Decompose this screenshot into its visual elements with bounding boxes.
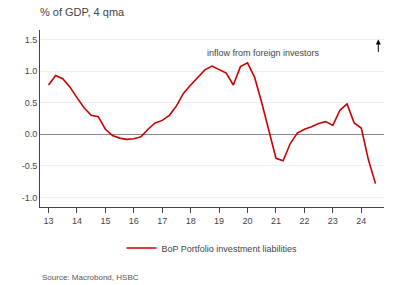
svg-text:15: 15 bbox=[100, 216, 110, 226]
svg-text:13: 13 bbox=[44, 216, 54, 226]
svg-text:16: 16 bbox=[129, 216, 139, 226]
svg-text:BoP Portfolio investment liabi: BoP Portfolio investment liabilities bbox=[162, 244, 297, 254]
svg-text:0.5: 0.5 bbox=[25, 98, 38, 108]
svg-text:Source: Macrobond, HSBC: Source: Macrobond, HSBC bbox=[42, 273, 139, 282]
svg-text:-1.0: -1.0 bbox=[22, 193, 38, 203]
svg-text:inflow from foreign investors: inflow from foreign investors bbox=[207, 48, 320, 58]
svg-text:14: 14 bbox=[72, 216, 82, 226]
svg-text:18: 18 bbox=[186, 216, 196, 226]
svg-text:19: 19 bbox=[214, 216, 224, 226]
svg-text:22: 22 bbox=[299, 216, 309, 226]
svg-text:23: 23 bbox=[328, 216, 338, 226]
svg-text:1.5: 1.5 bbox=[25, 35, 38, 45]
svg-text:17: 17 bbox=[157, 216, 167, 226]
svg-text:24: 24 bbox=[356, 216, 366, 226]
svg-text:0.0: 0.0 bbox=[25, 129, 38, 139]
svg-text:20: 20 bbox=[243, 216, 253, 226]
svg-text:% of GDP, 4 qma: % of GDP, 4 qma bbox=[40, 6, 125, 18]
svg-text:21: 21 bbox=[271, 216, 281, 226]
svg-text:-0.5: -0.5 bbox=[22, 161, 38, 171]
svg-text:1.0: 1.0 bbox=[25, 66, 38, 76]
